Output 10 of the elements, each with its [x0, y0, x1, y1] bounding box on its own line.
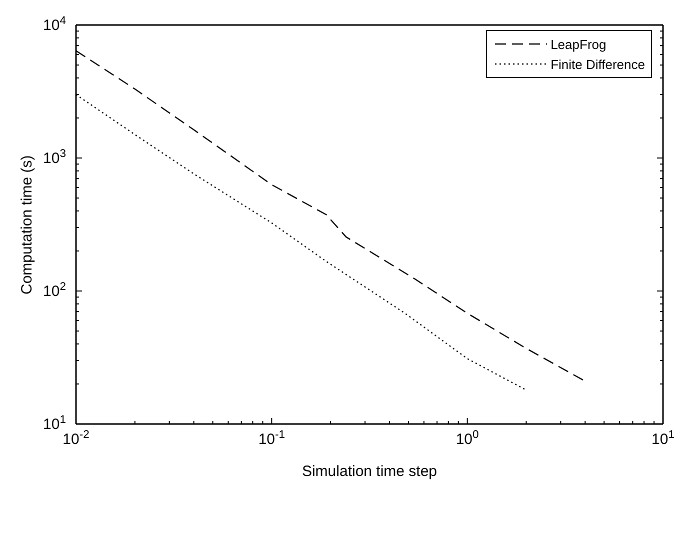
x-tick-label: 10$^{0}$: [456, 429, 479, 448]
legend-label: LeapFrog: [550, 36, 606, 52]
x-tick-label: 10$^{1}$: [652, 429, 674, 448]
x-tick-label: 10$^{-1}$: [258, 429, 286, 448]
y-tick-label: 10$^{3}$: [43, 148, 66, 167]
y-tick-label: 10$^{2}$: [43, 281, 66, 300]
y-axis-title: Computation time (s): [18, 155, 36, 294]
y-tick-label: 10$^{4}$: [43, 15, 66, 34]
x-axis-title: Simulation time step: [302, 463, 438, 480]
legend-label: Finite Difference: [550, 56, 645, 72]
